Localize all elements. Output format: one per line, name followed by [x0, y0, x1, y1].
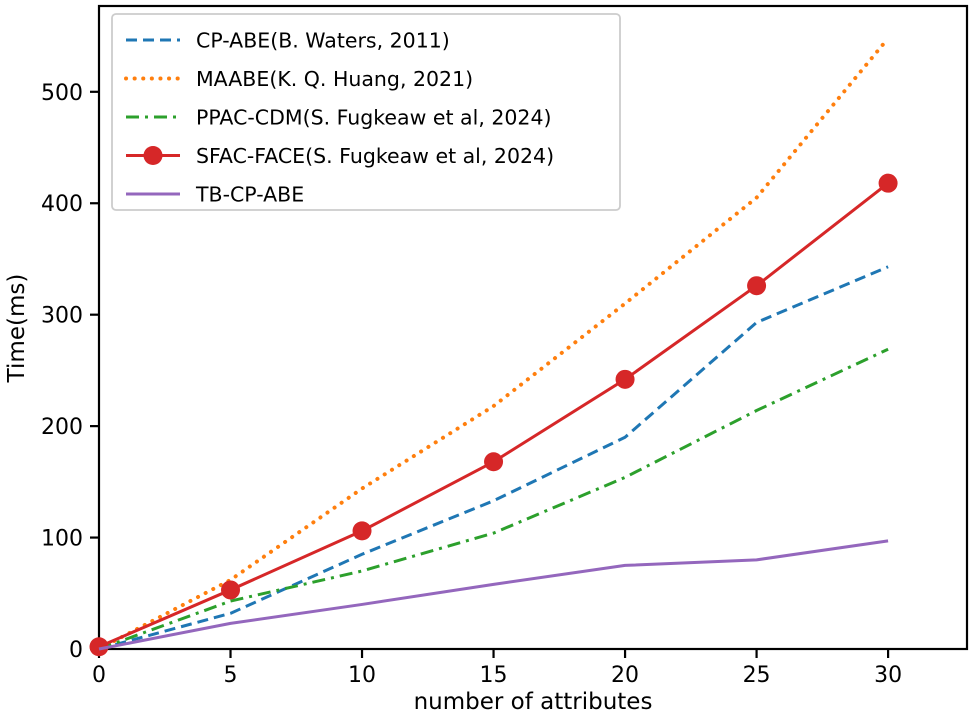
legend-item: SFAC-FACE(S. Fugkeaw et al, 2024) [126, 144, 554, 168]
x-tick-label: 0 [92, 663, 106, 688]
y-tick-label: 200 [41, 415, 83, 440]
series-line [97, 36, 891, 651]
y-tick-label: 0 [69, 638, 83, 663]
legend-marker-sample [143, 146, 163, 165]
legend-item: PPAC-CDM(S. Fugkeaw et al, 2024) [126, 106, 552, 130]
legend-box [111, 13, 621, 211]
y-tick-label: 100 [41, 527, 83, 552]
legend-item: MAABE(K. Q. Huang, 2021) [124, 67, 473, 91]
series-marker [747, 276, 767, 296]
x-axis-label: number of attributes [414, 689, 653, 715]
series-line [98, 347, 889, 651]
x-tick-label: 25 [743, 663, 771, 688]
legend: CP-ABE(B. Waters, 2011) MAABE(K. Q. Huang… [111, 13, 621, 211]
legend-item: TB-CP-ABE [126, 183, 304, 207]
x-tick-label: 20 [611, 663, 639, 688]
legend-label: PPAC-CDM(S. Fugkeaw et al, 2024) [196, 106, 552, 130]
series-marker [89, 637, 109, 657]
legend-label: TB-CP-ABE [195, 183, 304, 207]
series-line [98, 182, 890, 649]
series-line [98, 539, 889, 651]
legend-label: CP-ABE(B. Waters, 2011) [196, 29, 450, 53]
legend-label: SFAC-FACE(S. Fugkeaw et al, 2024) [196, 144, 554, 168]
series-marker [221, 580, 241, 600]
axes-frame [97, 4, 969, 651]
y-tick-label: 500 [41, 81, 83, 106]
x-tick-label: 15 [480, 663, 508, 688]
legend-item: CP-ABE(B. Waters, 2011) [126, 29, 450, 53]
x-tick-label: 30 [874, 663, 902, 688]
y-tick-label: 400 [41, 192, 83, 217]
series-line [98, 265, 889, 651]
series-marker [352, 521, 372, 541]
series-marker [878, 173, 898, 193]
x-tick-label: 10 [348, 663, 376, 688]
y-tick-label: 300 [41, 304, 83, 329]
legend-label: MAABE(K. Q. Huang, 2021) [196, 67, 473, 91]
y-axis-label: Time(ms) [4, 274, 30, 384]
series-marker [615, 369, 635, 389]
x-tick-label: 5 [224, 663, 238, 688]
series-marker [484, 452, 504, 472]
